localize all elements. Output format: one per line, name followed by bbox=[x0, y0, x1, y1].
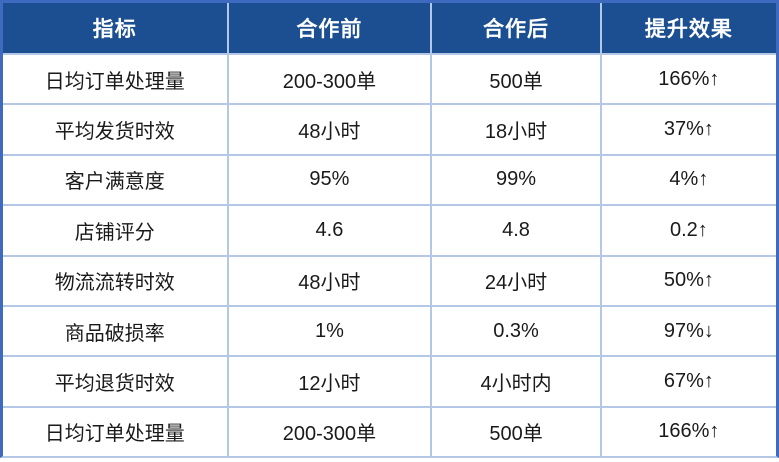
table-cell: 4.8 bbox=[432, 206, 600, 255]
table-cell: 0.3% bbox=[432, 306, 600, 356]
table-cell: 日均订单处理量 bbox=[3, 55, 227, 104]
column-header-improvement-effect: 提升效果 bbox=[601, 3, 776, 53]
table-cell: 48小时 bbox=[228, 256, 431, 305]
table-cell: 物流流转时效 bbox=[3, 256, 227, 305]
table-cell: 500单 bbox=[432, 55, 600, 104]
column-header-after-cooperation: 合作后 bbox=[432, 3, 600, 53]
table-cell: 50%↑ bbox=[601, 256, 776, 305]
table-cell: 67%↑ bbox=[601, 357, 776, 406]
column-header-indicator: 指标 bbox=[3, 3, 227, 53]
table-cell: 24小时 bbox=[432, 256, 600, 305]
table-cell: 店铺评分 bbox=[3, 206, 227, 255]
table-cell: 166%↑ bbox=[601, 55, 776, 104]
table-cell: 12小时 bbox=[228, 357, 431, 406]
table-cell: 4.6 bbox=[228, 206, 431, 255]
table-cell: 0.2↑ bbox=[601, 206, 776, 255]
table-cell: 48小时 bbox=[228, 105, 431, 154]
table-cell: 日均订单处理量 bbox=[3, 407, 227, 456]
table-cell: 37%↑ bbox=[601, 105, 776, 154]
table-cell: 平均发货时效 bbox=[3, 105, 227, 154]
table-cell: 平均退货时效 bbox=[3, 357, 227, 406]
table-cell: 客户满意度 bbox=[3, 155, 227, 205]
table-cell: 200-300单 bbox=[228, 407, 431, 456]
table-cell: 商品破损率 bbox=[3, 306, 227, 356]
table-cell: 200-300单 bbox=[228, 55, 431, 104]
table-cell: 18小时 bbox=[432, 105, 600, 154]
table-cell: 99% bbox=[432, 155, 600, 205]
table-cell: 4小时内 bbox=[432, 357, 600, 406]
column-header-before-cooperation: 合作前 bbox=[228, 3, 431, 53]
table-cell: 95% bbox=[228, 155, 431, 205]
table-cell: 4%↑ bbox=[601, 155, 776, 205]
table-cell: 1% bbox=[228, 306, 431, 356]
table-cell: 500单 bbox=[432, 407, 600, 456]
table-cell: 166%↑ bbox=[601, 407, 776, 456]
table-cell: 97%↓ bbox=[601, 306, 776, 356]
